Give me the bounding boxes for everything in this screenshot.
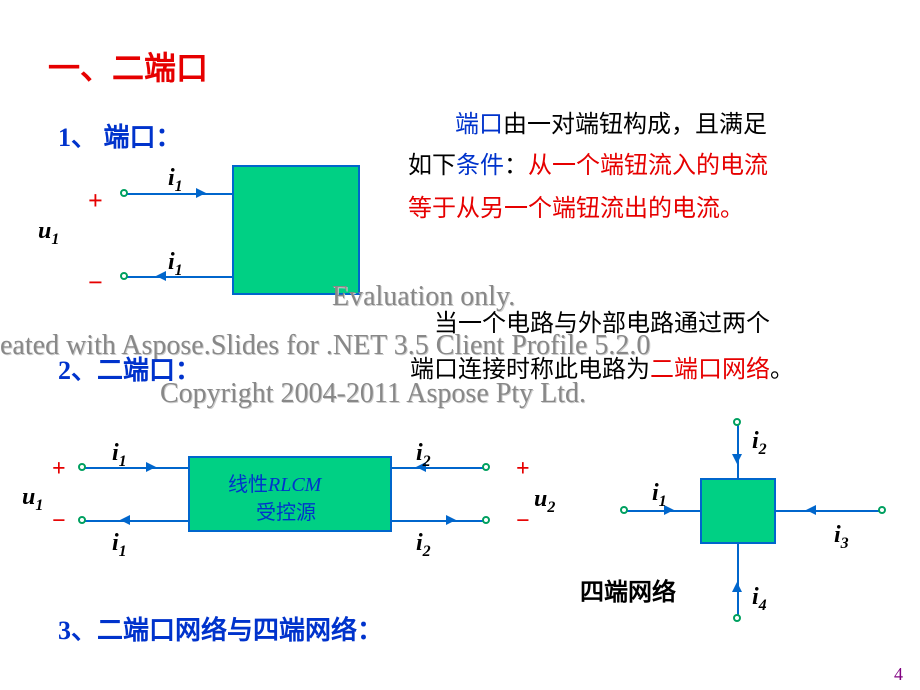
diagram1-box <box>232 165 360 295</box>
i2-label: i2 <box>752 428 767 459</box>
arrow-icon <box>120 515 130 525</box>
i1-label: i1 <box>652 480 667 511</box>
minus-sign: − <box>516 508 530 535</box>
wire <box>84 467 188 469</box>
i1-label: i1 <box>168 249 183 280</box>
terminal-icon <box>78 516 86 524</box>
diagram2-label1: 线性RLCM <box>228 468 321 497</box>
wire <box>737 544 739 616</box>
arrow-icon <box>146 462 156 472</box>
arrow-icon <box>732 454 742 464</box>
arrow-icon <box>446 515 456 525</box>
arrow-icon <box>806 505 816 515</box>
wire <box>776 510 880 512</box>
arrow-icon <box>156 271 166 281</box>
terminal-icon <box>620 506 628 514</box>
section1-label: 1、 端口： <box>58 117 182 154</box>
terminal-icon <box>482 463 490 471</box>
terminal-icon <box>120 189 128 197</box>
i1-label: i1 <box>168 165 183 196</box>
page-title: 一、二端口 <box>48 43 208 89</box>
wire <box>392 467 484 469</box>
desc3: 等于从另一个端钮流出的电流。 <box>408 188 744 223</box>
i3-label: i3 <box>834 522 849 553</box>
page-number: 4 <box>894 664 903 685</box>
i2-label: i2 <box>416 530 431 561</box>
i1-label: i1 <box>112 530 127 561</box>
wire <box>84 520 188 522</box>
i2-label: i2 <box>416 440 431 471</box>
u1-label: u1 <box>22 484 43 515</box>
terminal-icon <box>78 463 86 471</box>
section2-label: 2、二端口： <box>58 350 201 387</box>
u2-label: u2 <box>534 486 555 517</box>
wire <box>737 424 739 478</box>
arrow-icon <box>732 582 742 592</box>
desc4: 当一个电路与外部电路通过两个 <box>434 303 770 338</box>
plus-sign: + <box>516 456 530 483</box>
diagram2-label2: 受控源 <box>256 496 316 525</box>
wire <box>392 520 484 522</box>
desc2: 如下条件：从一个端钮流入的电流 <box>408 145 768 180</box>
desc1: 端口由一对端钮构成，且满足 <box>455 104 767 139</box>
minus-sign: − <box>52 508 66 535</box>
terminal-icon <box>120 272 128 280</box>
i4-label: i4 <box>752 584 767 615</box>
terminal-icon <box>878 506 886 514</box>
terminal-icon <box>733 614 741 622</box>
diagram3-label: 四端网络 <box>580 572 676 607</box>
i1-label: i1 <box>112 440 127 471</box>
terminal-icon <box>482 516 490 524</box>
minus-sign: − <box>88 268 103 298</box>
section3-label: 3、二端口网络与四端网络： <box>58 610 383 647</box>
plus-sign: + <box>88 186 103 216</box>
diagram3-box <box>700 478 776 544</box>
arrow-icon <box>196 188 206 198</box>
u1-label: u1 <box>38 218 59 249</box>
terminal-icon <box>733 418 741 426</box>
desc5: 端口连接时称此电路为二端口网络。 <box>410 349 794 384</box>
plus-sign: + <box>52 456 66 483</box>
